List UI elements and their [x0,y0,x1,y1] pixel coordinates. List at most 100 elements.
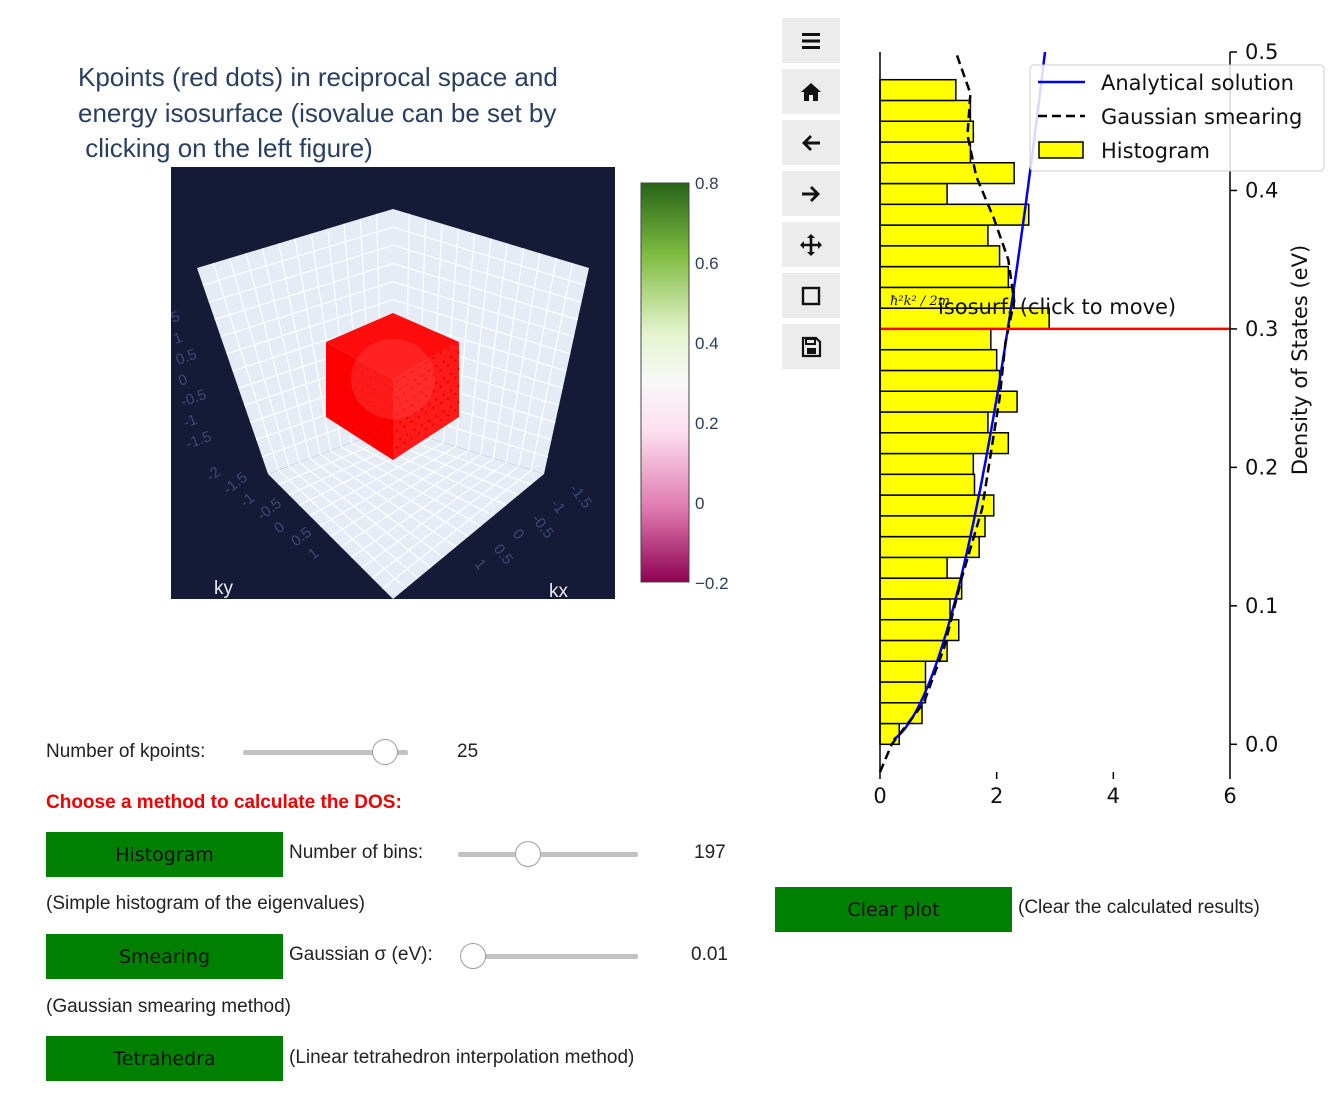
kpoint-dot [329,381,333,385]
kpoint-dot [417,415,421,419]
kpoint-dot [446,413,450,417]
kpoint-dot [332,390,336,393]
x-tick-label: 2 [990,784,1003,808]
kpoint-dot [410,387,413,390]
forward-button[interactable] [782,171,840,216]
grid-line [382,469,532,590]
sigma-slider[interactable] [460,941,638,971]
colorbar-tick: −0.2 [695,574,729,593]
x-tick-label: 6 [1223,784,1236,808]
kpoint-dot [383,400,387,403]
kpoint-dot [420,374,424,377]
kpoint-dot [354,385,358,388]
plot-toolbar [782,18,840,375]
legend-box [1029,64,1325,172]
bottom-right-tick-label: 1 [471,556,490,573]
clear-plot-button[interactable]: Clear plot [775,887,1012,932]
kpoint-dot [391,404,394,407]
histogram-bar [879,120,975,143]
colorbar [640,182,690,583]
histogram-bar [879,515,986,538]
menu-button[interactable] [782,18,840,63]
kpoint-dot [329,348,333,352]
kpoint-dot [358,430,362,433]
scene-title: Kpoints (red dots) in reciprocal space a… [78,60,618,167]
kpoint-dot [380,375,384,378]
kpoint-dot [354,418,358,421]
kpoint-dot [376,379,380,383]
zoom-rect-icon [801,286,821,305]
kpoint-dot [446,397,450,400]
cube-face-left [326,342,393,460]
kpoint-dot [383,416,387,420]
kpoint-dot [351,360,355,363]
slider-thumb[interactable] [514,841,541,867]
y-axis-ticks: 0.0 0.1 0.2 0.3 0.4 0.5 [1230,40,1278,756]
kpoint-dot [329,415,333,418]
zoom-button[interactable] [782,273,840,318]
slider-track [243,750,408,755]
kpoint-dot [395,429,399,433]
kpoint-dot [340,377,343,380]
sigma-label: Gaussian σ (eV): [289,944,433,965]
bottom-left-tick-label: -2 [203,464,224,486]
kpoint-dot [424,361,428,364]
kpoint-dot [369,392,372,396]
histogram-bar [879,369,1001,392]
method-heading: Choose a method to calculate the DOS: [46,792,402,813]
smearing-button[interactable]: Smearing [46,934,283,979]
kpoint-dot [410,370,413,374]
kpoint-dot [366,384,369,387]
y-tick-label: 0.1 [1245,594,1278,618]
legend-histogram-label: Histogram [1101,139,1210,163]
kpoint-dot [395,379,399,383]
grid-line [278,469,406,590]
kpoints-slider[interactable] [243,737,408,767]
kpoint-dot [376,413,380,416]
kpoint-dot [454,342,457,346]
kpoint-dot [432,389,435,393]
smearing-description: (Gaussian smearing method) [46,996,291,1017]
kpoint-dot [449,372,453,375]
pan-button[interactable] [782,222,840,267]
legend: Analytical solution Gaussian smearing Hi… [1029,64,1325,172]
kpoint-dot [449,405,453,409]
kpoint-dot [388,428,391,432]
kpoint-3d-scene[interactable]: 5 1 0.5 0 -0.5 -1 -1.5 -2 -1.5 -1 -0.5 0 0.5 1 -1.5-… [171,167,615,599]
kpoint-dot [439,352,443,355]
kpoint-dot [420,424,424,427]
kpoint-dot [329,365,333,368]
kpoint-dot [358,397,362,400]
save-button[interactable] [782,324,840,369]
tetrahedra-button[interactable]: Tetrahedra [46,1036,283,1081]
kpoint-dot [410,420,413,423]
kpoint-dot [369,425,372,429]
kpoint-dot [388,412,391,415]
kpoint-dot [406,416,409,420]
colorbar-gradient [640,182,690,583]
slider-thumb[interactable] [372,739,399,765]
home-button[interactable] [782,69,840,114]
kpoint-dot [369,409,372,412]
bins-slider[interactable] [458,839,638,869]
back-button[interactable] [782,120,840,165]
kpoint-dot [406,433,409,436]
kpoint-dot [354,368,358,371]
kpoint-dot [373,404,377,408]
kpoint-dot [424,394,428,398]
histogram-bar [879,245,1001,268]
histogram-bar [879,328,992,351]
kpoint-dot [337,369,340,372]
kpoint-dot [391,437,394,440]
kpoint-dot [413,428,416,432]
kpoint-dot [439,385,443,388]
kpoint-dot [439,418,443,422]
kpoint-dot [340,360,343,364]
kpoint-dot [446,364,450,367]
slider-thumb[interactable] [460,943,486,969]
histogram-button[interactable]: Histogram [46,832,283,877]
scene-canvas[interactable]: 510.50-0.5-1-1.5 -2-1.5-1-0.50 0.51 -1.5-… [171,167,615,599]
bottom-left-tick-label: -1 [237,490,258,512]
bottom-left-tick-label: 0 [271,519,288,538]
